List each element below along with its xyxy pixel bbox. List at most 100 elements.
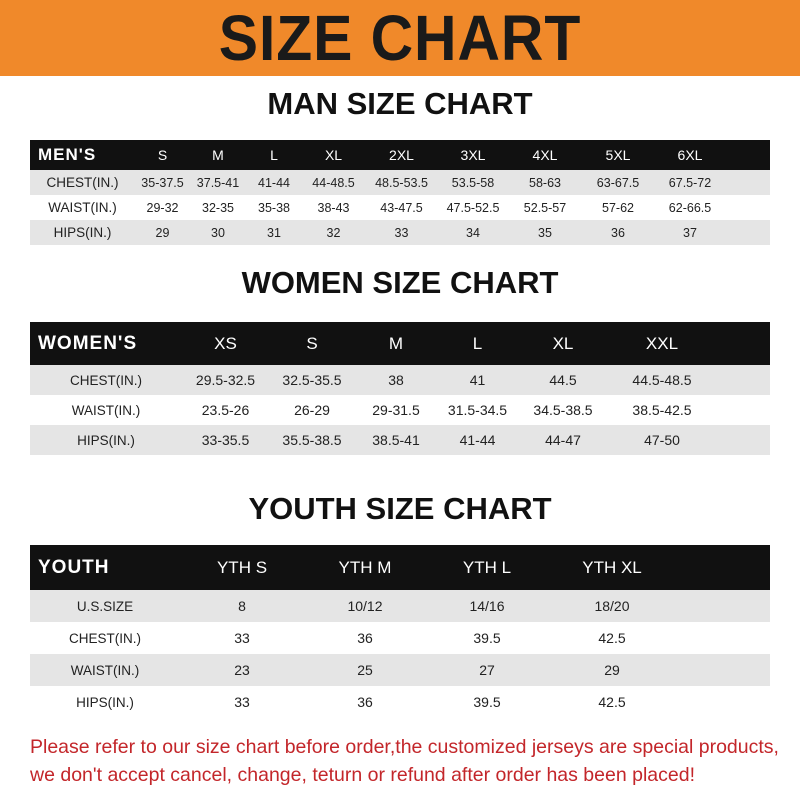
size-cell: L (472, 333, 483, 353)
size-cell: 48.5-53.5 (375, 175, 428, 190)
men-section-title: MAN SIZE CHART (267, 86, 533, 121)
row-label: CHEST(IN.) (69, 630, 141, 646)
size-cell: 32-35 (202, 200, 234, 215)
size-cell: 27 (479, 662, 495, 678)
size-cell: M (212, 147, 224, 163)
size-cell: YTH M (338, 557, 392, 577)
size-cell: 23 (234, 662, 250, 678)
size-cell: 44.5-48.5 (632, 372, 692, 388)
size-cell: YTH XL (582, 557, 642, 577)
size-cell: 6XL (677, 147, 703, 163)
size-cell: 63-67.5 (596, 175, 640, 190)
size-cell: XL (324, 147, 343, 163)
size-cell: 29-32 (146, 200, 179, 215)
size-cell: 33-35.5 (201, 432, 250, 448)
size-cell: 58-63 (529, 175, 561, 190)
size-cell: 25 (357, 662, 373, 678)
row-label: YOUTH (38, 556, 110, 578)
size-cell: YTH L (462, 557, 512, 577)
banner-title: SIZE CHART (218, 2, 582, 74)
men-size-table: MEN'S S M L XL 2XL 3XL 4XL 5XL 6XL CHEST(IN.) 35-37… (30, 140, 770, 245)
size-cell: 39.5 (473, 694, 501, 710)
size-cell: 33 (234, 630, 250, 646)
table-header-row: WOMEN'S XS S M L XL XXL (30, 322, 770, 365)
size-cell: 38 (388, 372, 404, 388)
table-row: WAIST(IN.) 23.5-26 26-29 29-31.5 31.5-34.5 34… (30, 395, 770, 425)
row-label: WAIST(IN.) (48, 200, 117, 215)
size-cell: 36 (357, 694, 373, 710)
size-cell: 41-44 (258, 175, 290, 190)
size-cell: 31 (267, 225, 281, 240)
table-header-row: YOUTH YTH S YTH M YTH L YTH XL (30, 545, 770, 590)
size-cell: 44.5 (549, 372, 577, 388)
size-cell: 44-48.5 (312, 175, 355, 190)
size-cell: 41-44 (459, 432, 496, 448)
size-cell: 18/20 (594, 598, 630, 614)
row-label: MEN'S (38, 145, 97, 164)
table-row: HIPS(IN.) 33-35.5 35.5-38.5 38.5-41 41-44 44-… (30, 425, 770, 455)
size-cell: 52.5-57 (523, 200, 567, 215)
size-cell: 26-29 (294, 402, 330, 418)
youth-section-title: YOUTH SIZE CHART (248, 491, 552, 526)
size-cell: S (157, 147, 168, 163)
row-label: WOMEN'S (38, 332, 138, 354)
size-cell: 41 (469, 372, 486, 388)
size-cell: 57-62 (602, 200, 634, 215)
table-row: HIPS(IN.) 29 30 31 32 33 34 35 36 37 (30, 220, 770, 245)
women-section-title: WOMEN SIZE CHART (241, 265, 559, 300)
size-cell: S (306, 333, 318, 353)
row-label: WAIST(IN.) (70, 662, 140, 678)
size-cell: 36 (611, 225, 625, 240)
size-cell: 62-66.5 (668, 200, 712, 215)
banner: SIZE CHART (0, 0, 800, 76)
size-cell: 29 (604, 662, 620, 678)
size-cell: L (270, 147, 278, 163)
size-cell: 29-31.5 (372, 402, 420, 418)
women-size-table: WOMEN'S XS S M L XL XXL CHEST(IN.) 29.5-32.5 32.5… (30, 322, 770, 455)
row-label: CHEST(IN.) (46, 175, 119, 190)
table-row: WAIST(IN.) 23 25 27 29 (30, 654, 770, 686)
size-cell: 44-47 (545, 432, 581, 448)
size-cell: 32 (326, 225, 341, 240)
size-cell: 42.5 (598, 694, 626, 710)
youth-size-table: YOUTH YTH S YTH M YTH L YTH XL U.S.SIZE 8 10/12… (30, 545, 770, 718)
size-cell: 29.5-32.5 (195, 372, 256, 388)
row-label: WAIST(IN.) (71, 402, 141, 418)
size-cell: 29 (155, 225, 170, 240)
table-row: CHEST(IN.) 29.5-32.5 32.5-35.5 38 41 44.5 44.5… (30, 365, 770, 395)
table-row: U.S.SIZE 8 10/12 14/16 18/20 (30, 590, 770, 622)
size-cell: 67.5-72 (668, 175, 712, 190)
size-cell: 39.5 (473, 630, 501, 646)
size-cell: 33 (234, 694, 250, 710)
size-cell: 35-37.5 (141, 175, 184, 190)
size-cell: 23.5-26 (201, 402, 250, 418)
size-cell: 38-43 (317, 200, 350, 215)
size-cell: XXL (645, 333, 679, 353)
size-cell: YTH S (216, 557, 268, 577)
size-cell: 3XL (460, 147, 486, 163)
size-cell: 42.5 (598, 630, 626, 646)
size-cell: 35-38 (258, 200, 290, 215)
size-cell: 35.5-38.5 (282, 432, 342, 448)
row-label: CHEST(IN.) (70, 372, 142, 388)
size-cell: 2XL (389, 147, 414, 163)
size-cell: 5XL (605, 147, 631, 163)
row-label: HIPS(IN.) (76, 694, 134, 710)
size-cell: 36 (357, 630, 373, 646)
size-cell: 8 (238, 598, 246, 614)
order-notice: Please refer to our size chart before or… (30, 733, 790, 789)
size-cell: 34 (466, 225, 480, 240)
size-cell: 4XL (532, 147, 558, 163)
size-cell: 37.5-41 (196, 175, 240, 190)
notice-line-2: we don't accept cancel, change, teturn o… (30, 764, 695, 786)
table-row: HIPS(IN.) 33 36 39.5 42.5 (30, 686, 770, 718)
size-cell: 35 (538, 225, 552, 240)
row-label: HIPS(IN.) (53, 225, 112, 240)
size-cell: 33 (394, 225, 409, 240)
size-cell: 53.5-58 (451, 175, 495, 190)
size-cell: 43-47.5 (380, 200, 423, 215)
size-cell: M (388, 333, 404, 353)
size-cell: 38.5-42.5 (632, 402, 692, 418)
table-row: CHEST(IN.) 33 36 39.5 42.5 (30, 622, 770, 654)
row-label: U.S.SIZE (76, 598, 134, 614)
